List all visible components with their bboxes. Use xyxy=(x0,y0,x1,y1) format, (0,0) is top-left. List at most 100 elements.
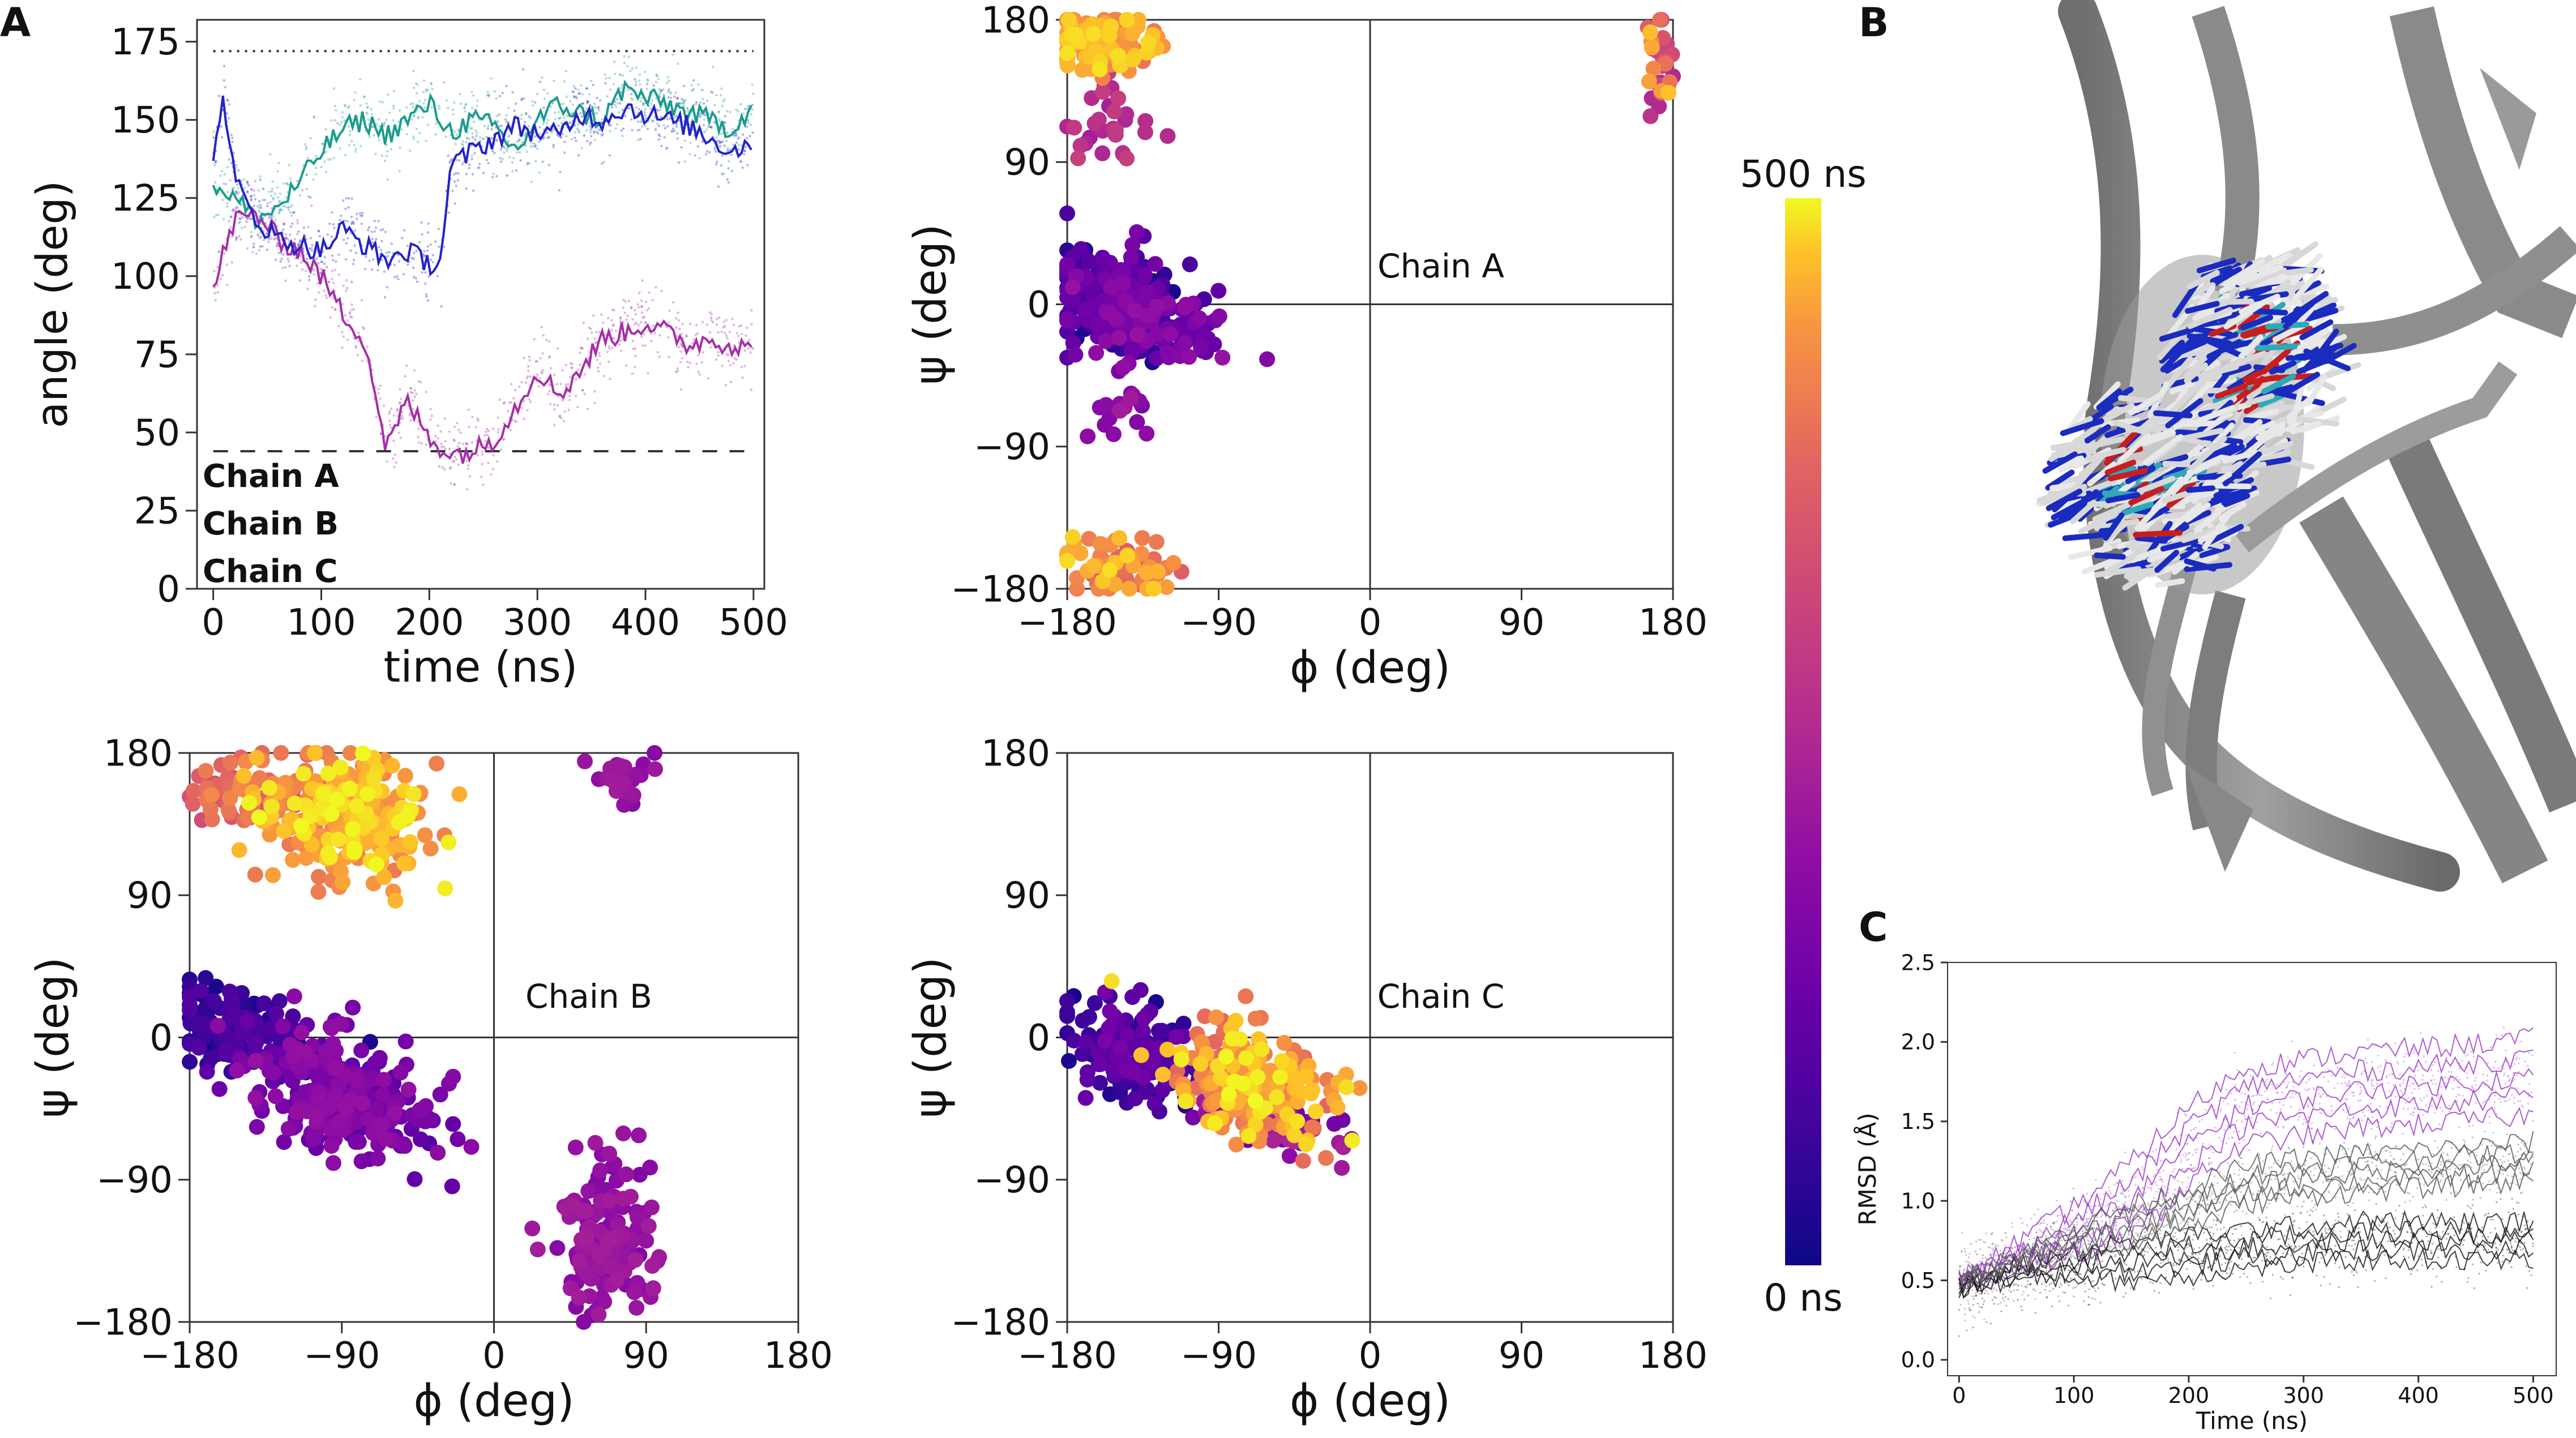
noise-point xyxy=(593,138,597,142)
noise-point xyxy=(447,106,450,109)
noise-point xyxy=(412,70,415,72)
noise-point xyxy=(385,155,388,157)
noise-point xyxy=(530,100,534,102)
noise-point xyxy=(510,383,513,386)
noise-point xyxy=(220,125,223,128)
noise-point xyxy=(259,178,262,181)
noise-point xyxy=(438,104,440,108)
noise-point xyxy=(581,389,584,392)
noise-point xyxy=(724,115,727,118)
stick xyxy=(2172,280,2200,318)
noise-point xyxy=(420,380,422,384)
noise-point xyxy=(241,216,244,219)
noise-point xyxy=(677,345,680,349)
noise-point xyxy=(620,349,623,352)
noise-point xyxy=(461,140,465,143)
noise-point xyxy=(526,162,529,166)
noise-point xyxy=(291,222,294,225)
noise-point xyxy=(250,187,253,191)
noise-point xyxy=(459,102,463,105)
noise-point xyxy=(274,219,277,222)
noise-point xyxy=(631,318,634,321)
stick xyxy=(2289,290,2329,319)
scatter-point xyxy=(1124,25,1141,42)
noise-point xyxy=(301,268,304,271)
noise-point xyxy=(487,429,490,433)
noise-point xyxy=(614,127,617,130)
stick xyxy=(2108,465,2137,477)
noise-point xyxy=(285,196,288,199)
scatter-point xyxy=(405,786,422,802)
noise-point xyxy=(336,122,339,125)
noise-point xyxy=(226,283,229,286)
noise-point xyxy=(654,129,657,132)
noise-point xyxy=(2184,1155,2186,1158)
noise-point xyxy=(588,125,592,128)
noise-point xyxy=(363,95,366,98)
noise-point xyxy=(276,242,279,245)
noise-point xyxy=(288,264,291,268)
scatter-point xyxy=(225,995,241,1012)
noise-point xyxy=(259,206,263,209)
noise-point xyxy=(2346,1117,2349,1119)
noise-point xyxy=(250,195,253,198)
noise-point xyxy=(335,260,337,263)
noise-point xyxy=(272,215,275,218)
noise-point xyxy=(724,121,726,124)
noise-point xyxy=(665,147,668,150)
scatter-point xyxy=(342,745,358,761)
noise-point xyxy=(438,245,440,249)
noise-point xyxy=(506,147,509,151)
noise-point xyxy=(453,439,456,442)
noise-point xyxy=(306,156,310,159)
noise-point xyxy=(448,467,452,470)
noise-point xyxy=(486,91,489,93)
noise-point xyxy=(552,145,555,148)
noise-point xyxy=(486,127,490,130)
noise-point xyxy=(256,233,259,236)
noise-point xyxy=(652,119,654,123)
noise-point xyxy=(472,189,475,192)
noise-point xyxy=(707,377,710,380)
noise-point xyxy=(735,134,738,137)
noise-point xyxy=(632,348,635,350)
noise-point xyxy=(586,101,589,105)
noise-point xyxy=(490,473,493,476)
noise-point xyxy=(2184,1113,2186,1115)
series-scatter-cloud xyxy=(213,179,755,491)
noise-point xyxy=(553,403,556,406)
noise-point xyxy=(684,99,687,102)
noise-point xyxy=(556,347,559,350)
noise-point xyxy=(354,147,358,151)
noise-point xyxy=(598,109,601,112)
noise-point xyxy=(283,223,285,226)
noise-point xyxy=(399,388,401,391)
noise-point xyxy=(563,140,566,143)
noise-point xyxy=(487,461,490,464)
noise-point xyxy=(284,279,287,283)
scatter-point xyxy=(1178,297,1194,313)
scatter-point xyxy=(445,1116,461,1132)
noise-point xyxy=(481,463,483,466)
noise-point xyxy=(542,88,546,91)
noise-point xyxy=(382,125,386,127)
noise-point xyxy=(246,247,249,250)
noise-point xyxy=(267,240,270,243)
noise-point xyxy=(234,166,238,169)
scatter-point xyxy=(587,1135,604,1151)
scatter-point xyxy=(596,1294,613,1310)
noise-point xyxy=(474,426,477,429)
noise-point xyxy=(235,237,238,239)
noise-point xyxy=(410,256,414,259)
noise-point xyxy=(2307,1116,2309,1119)
noise-point xyxy=(265,232,268,236)
noise-point xyxy=(310,204,313,207)
scatter-point xyxy=(1304,1119,1320,1136)
scatter-point xyxy=(1159,344,1175,361)
noise-point xyxy=(646,83,649,85)
noise-point xyxy=(409,419,412,422)
noise-point xyxy=(548,384,551,387)
scatter-point xyxy=(375,1087,391,1103)
scatter-point xyxy=(429,755,445,772)
noise-point xyxy=(296,233,299,236)
